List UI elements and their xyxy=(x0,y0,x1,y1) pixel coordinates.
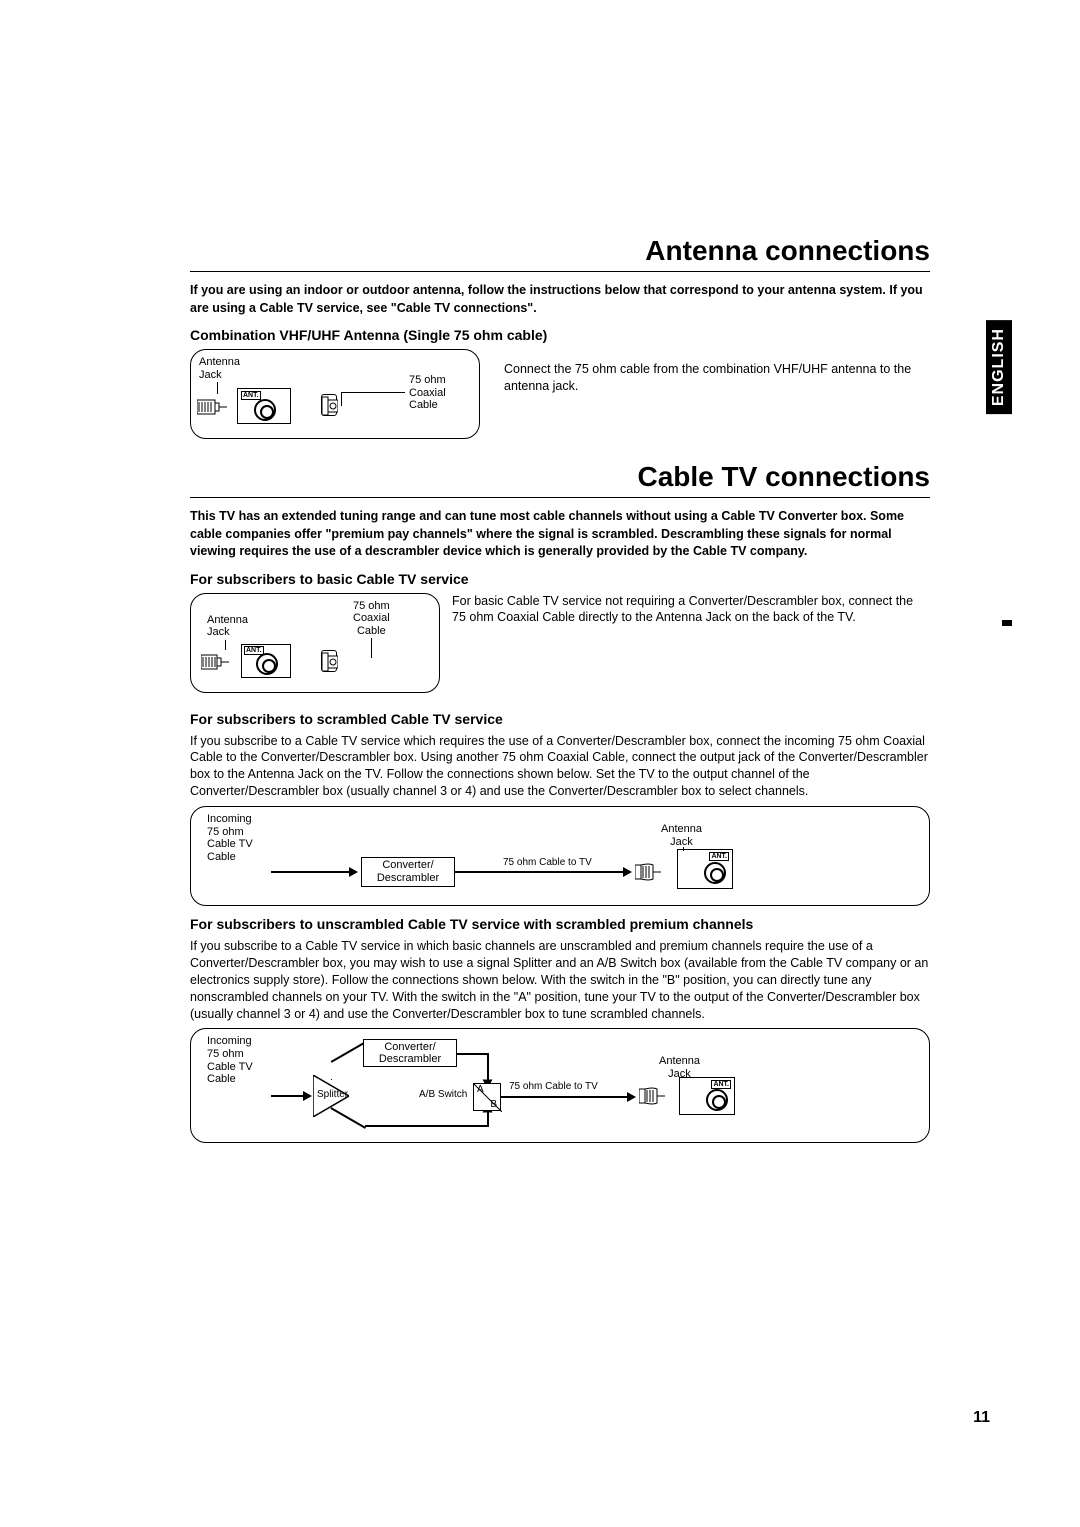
ant-label-s: ANT. xyxy=(709,852,729,861)
label-cable: 75 ohm Coaxial Cable xyxy=(409,374,446,412)
side-marker xyxy=(1002,620,1012,626)
ab-switch-box: A B xyxy=(473,1083,501,1111)
connector-icon xyxy=(321,394,337,416)
label-incoming-p: Incoming 75 ohm Cable TV Cable xyxy=(207,1035,253,1086)
page-number: 11 xyxy=(973,1409,990,1427)
connector-icon-b xyxy=(321,650,337,672)
antenna-port-icon xyxy=(254,399,276,421)
combo-diagram: Antenna Jack 75 ohm Coaxial Cable ANT. xyxy=(190,349,480,439)
wall-jack-icon xyxy=(197,396,227,423)
plug-icon-s xyxy=(635,861,661,881)
antenna-port-icon-s xyxy=(704,862,726,884)
ant-label: ANT. xyxy=(241,391,261,400)
wall-jack-icon-b xyxy=(201,652,229,677)
label-antenna-jack: Antenna Jack xyxy=(199,356,240,381)
cable-intro: This TV has an extended tuning range and… xyxy=(190,508,930,561)
antenna-port-icon-p xyxy=(706,1089,728,1111)
premium-heading: For subscribers to unscrambled Cable TV … xyxy=(190,916,930,932)
converter-box-p: Converter/ Descrambler xyxy=(363,1039,457,1067)
label-abswitch: A/B Switch xyxy=(419,1089,467,1100)
antenna-title: Antenna connections xyxy=(190,235,930,267)
ant-label-p: ANT. xyxy=(711,1080,731,1089)
label-totv-s: 75 ohm Cable to TV xyxy=(503,857,592,868)
divider xyxy=(190,271,930,272)
combo-heading: Combination VHF/UHF Antenna (Single 75 o… xyxy=(190,327,930,343)
basic-diagram: 75 ohm Coaxial Cable Antenna Jack ANT. xyxy=(190,593,440,693)
ant-label-b: ANT. xyxy=(244,646,264,655)
basic-heading: For subscribers to basic Cable TV servic… xyxy=(190,571,930,587)
plug-icon-p xyxy=(639,1085,665,1105)
combo-text: Connect the 75 ohm cable from the combin… xyxy=(504,361,930,395)
divider-2 xyxy=(190,497,930,498)
premium-text: If you subscribe to a Cable TV service i… xyxy=(190,938,930,1022)
label-cable-basic: 75 ohm Coaxial Cable xyxy=(353,600,390,638)
cable-title: Cable TV connections xyxy=(190,461,930,493)
label-totv-p: 75 ohm Cable to TV xyxy=(509,1081,598,1092)
antenna-intro: If you are using an indoor or outdoor an… xyxy=(190,282,930,317)
label-splitter: Splitter xyxy=(317,1089,348,1100)
basic-text: For basic Cable TV service not requiring… xyxy=(452,593,930,627)
label-a: A xyxy=(477,1084,484,1096)
label-b: B xyxy=(490,1099,497,1111)
label-antenna-jack-basic: Antenna Jack xyxy=(207,614,248,639)
premium-diagram: Incoming 75 ohm Cable TV Cable Splitter … xyxy=(190,1028,930,1143)
language-tab: ENGLISH xyxy=(986,320,1012,414)
scrambled-diagram: Incoming 75 ohm Cable TV Cable Antenna J… xyxy=(190,806,930,906)
scrambled-text: If you subscribe to a Cable TV service w… xyxy=(190,733,930,801)
label-antjack-s: Antenna Jack xyxy=(661,823,702,848)
scrambled-heading: For subscribers to scrambled Cable TV se… xyxy=(190,711,930,727)
converter-box-s: Converter/ Descrambler xyxy=(361,857,455,887)
antenna-port-icon-b xyxy=(256,653,278,675)
label-incoming-s: Incoming 75 ohm Cable TV Cable xyxy=(207,813,253,864)
